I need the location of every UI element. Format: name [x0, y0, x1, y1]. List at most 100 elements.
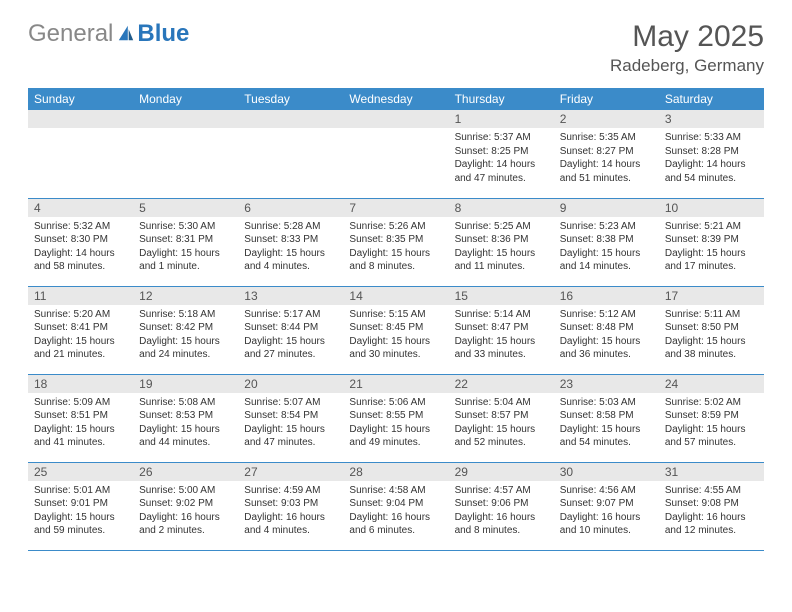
day-info: Sunrise: 5:18 AMSunset: 8:42 PMDaylight:… — [133, 305, 238, 364]
weekday-header: Sunday — [28, 88, 133, 110]
sunrise-text: Sunrise: 5:12 AM — [560, 308, 653, 322]
calendar-cell: 21 Sunrise: 5:06 AMSunset: 8:55 PMDayligh… — [343, 374, 448, 462]
calendar-cell: 5Sunrise: 5:30 AMSunset: 8:31 PMDaylight… — [133, 198, 238, 286]
sunset-text: Sunset: 8:50 PM — [665, 321, 758, 335]
sunset-text: Sunset: 8:48 PM — [560, 321, 653, 335]
sunset-text: Sunset: 8:58 PM — [560, 409, 653, 423]
day-info: Sunrise: 5:20 AMSunset: 8:41 PMDaylight:… — [28, 305, 133, 364]
calendar-cell: 17 Sunrise: 5:11 AMSunset: 8:50 PMDayligh… — [659, 286, 764, 374]
day-info: Sunrise: 5:14 AMSunset: 8:47 PMDaylight:… — [449, 305, 554, 364]
daylight-text: Daylight: 16 hours and 8 minutes. — [455, 511, 548, 538]
day-info: Sunrise: 5:02 AMSunset: 8:59 PMDaylight:… — [659, 393, 764, 452]
day-info: Sunrise: 5:23 AMSunset: 8:38 PMDaylight:… — [554, 217, 659, 276]
calendar-cell — [238, 110, 343, 198]
day-number: 7 — [343, 199, 448, 217]
weekday-header: Thursday — [449, 88, 554, 110]
sunset-text: Sunset: 8:27 PM — [560, 145, 653, 159]
sunset-text: Sunset: 8:28 PM — [665, 145, 758, 159]
logo-text-gray: General — [28, 20, 113, 48]
daylight-text: Daylight: 16 hours and 10 minutes. — [560, 511, 653, 538]
daylight-text: Daylight: 15 hours and 24 minutes. — [139, 335, 232, 362]
sunrise-text: Sunrise: 5:37 AM — [455, 131, 548, 145]
day-number: 8 — [449, 199, 554, 217]
daylight-text: Daylight: 15 hours and 54 minutes. — [560, 423, 653, 450]
daylight-text: Daylight: 14 hours and 51 minutes. — [560, 158, 653, 185]
sunset-text: Sunset: 9:01 PM — [34, 497, 127, 511]
day-number: 13 — [238, 287, 343, 305]
day-number: 1 — [449, 110, 554, 128]
sunrise-text: Sunrise: 4:56 AM — [560, 484, 653, 498]
day-number: 21 — [343, 375, 448, 393]
day-number: 10 — [659, 199, 764, 217]
day-info: Sunrise: 5:04 AMSunset: 8:57 PMDaylight:… — [449, 393, 554, 452]
sunset-text: Sunset: 8:51 PM — [34, 409, 127, 423]
weekday-header: Wednesday — [343, 88, 448, 110]
sunset-text: Sunset: 8:59 PM — [665, 409, 758, 423]
sunrise-text: Sunrise: 5:25 AM — [455, 220, 548, 234]
sunset-text: Sunset: 8:55 PM — [349, 409, 442, 423]
calendar-cell: 14Sunrise: 5:15 AMSunset: 8:45 PMDayligh… — [343, 286, 448, 374]
sunset-text: Sunset: 8:54 PM — [244, 409, 337, 423]
daylight-text: Daylight: 16 hours and 12 minutes. — [665, 511, 758, 538]
sunset-text: Sunset: 8:25 PM — [455, 145, 548, 159]
calendar-cell: 2Sunrise: 5:35 AMSunset: 8:27 PMDaylight… — [554, 110, 659, 198]
calendar-row: 11Sunrise: 5:20 AMSunset: 8:41 PMDayligh… — [28, 286, 764, 374]
day-info: Sunrise: 4:58 AMSunset: 9:04 PMDaylight:… — [343, 481, 448, 540]
sunset-text: Sunset: 8:39 PM — [665, 233, 758, 247]
daylight-text: Daylight: 15 hours and 1 minute. — [139, 247, 232, 274]
sunset-text: Sunset: 9:07 PM — [560, 497, 653, 511]
day-number: 25 — [28, 463, 133, 481]
sunrise-text: Sunrise: 5:11 AM — [665, 308, 758, 322]
sunrise-text: Sunrise: 5:17 AM — [244, 308, 337, 322]
day-number: 16 — [554, 287, 659, 305]
day-info: Sunrise: 5:35 AMSunset: 8:27 PMDaylight:… — [554, 128, 659, 187]
sunrise-text: Sunrise: 5:15 AM — [349, 308, 442, 322]
sunset-text: Sunset: 8:33 PM — [244, 233, 337, 247]
day-number — [238, 110, 343, 128]
sunrise-text: Sunrise: 5:33 AM — [665, 131, 758, 145]
day-info: Sunrise: 5:09 AMSunset: 8:51 PMDaylight:… — [28, 393, 133, 452]
day-number: 29 — [449, 463, 554, 481]
calendar-table: SundayMondayTuesdayWednesdayThursdayFrid… — [28, 88, 764, 551]
sunset-text: Sunset: 8:35 PM — [349, 233, 442, 247]
header: General Blue May 2025 Radeberg, Germany — [28, 20, 764, 76]
day-number: 20 — [238, 375, 343, 393]
sunrise-text: Sunrise: 5:23 AM — [560, 220, 653, 234]
day-number: 6 — [238, 199, 343, 217]
daylight-text: Daylight: 14 hours and 58 minutes. — [34, 247, 127, 274]
calendar-cell: 31Sunrise: 4:55 AMSunset: 9:08 PMDayligh… — [659, 462, 764, 550]
sunset-text: Sunset: 9:03 PM — [244, 497, 337, 511]
calendar-cell: 26Sunrise: 5:00 AMSunset: 9:02 PMDayligh… — [133, 462, 238, 550]
calendar-row: 4Sunrise: 5:32 AMSunset: 8:30 PMDaylight… — [28, 198, 764, 286]
daylight-text: Daylight: 16 hours and 6 minutes. — [349, 511, 442, 538]
sunrise-text: Sunrise: 5:30 AM — [139, 220, 232, 234]
day-info: Sunrise: 5:17 AMSunset: 8:44 PMDaylight:… — [238, 305, 343, 364]
sunset-text: Sunset: 9:06 PM — [455, 497, 548, 511]
day-info: Sunrise: 5:01 AMSunset: 9:01 PMDaylight:… — [28, 481, 133, 540]
day-number: 28 — [343, 463, 448, 481]
calendar-cell: 3Sunrise: 5:33 AMSunset: 8:28 PMDaylight… — [659, 110, 764, 198]
day-number: 17 — [659, 287, 764, 305]
daylight-text: Daylight: 15 hours and 38 minutes. — [665, 335, 758, 362]
day-info: Sunrise: 4:57 AMSunset: 9:06 PMDaylight:… — [449, 481, 554, 540]
sunrise-text: Sunrise: 5:03 AM — [560, 396, 653, 410]
daylight-text: Daylight: 15 hours and 59 minutes. — [34, 511, 127, 538]
sunrise-text: Sunrise: 5:32 AM — [34, 220, 127, 234]
calendar-cell: 1Sunrise: 5:37 AMSunset: 8:25 PMDaylight… — [449, 110, 554, 198]
sunset-text: Sunset: 8:41 PM — [34, 321, 127, 335]
day-number: 14 — [343, 287, 448, 305]
calendar-cell: 25Sunrise: 5:01 AMSunset: 9:01 PMDayligh… — [28, 462, 133, 550]
daylight-text: Daylight: 15 hours and 49 minutes. — [349, 423, 442, 450]
sunrise-text: Sunrise: 5:09 AM — [34, 396, 127, 410]
sail-icon — [117, 24, 135, 42]
sunset-text: Sunset: 9:08 PM — [665, 497, 758, 511]
day-number: 9 — [554, 199, 659, 217]
day-info: Sunrise: 5:08 AMSunset: 8:53 PMDaylight:… — [133, 393, 238, 452]
day-info: Sunrise: 4:59 AMSunset: 9:03 PMDaylight:… — [238, 481, 343, 540]
sunrise-text: Sunrise: 5:28 AM — [244, 220, 337, 234]
sunset-text: Sunset: 8:45 PM — [349, 321, 442, 335]
daylight-text: Daylight: 15 hours and 27 minutes. — [244, 335, 337, 362]
daylight-text: Daylight: 15 hours and 44 minutes. — [139, 423, 232, 450]
sunrise-text: Sunrise: 5:07 AM — [244, 396, 337, 410]
sunrise-text: Sunrise: 5:06 AM — [349, 396, 442, 410]
